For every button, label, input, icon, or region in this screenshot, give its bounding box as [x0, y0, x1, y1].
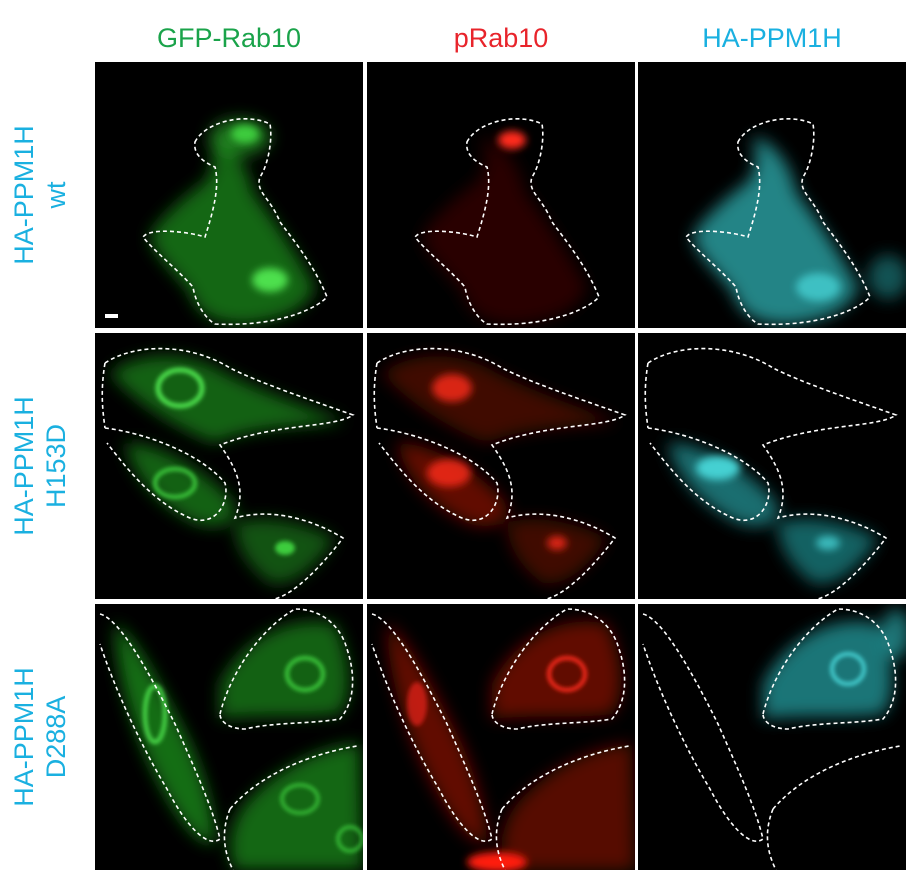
- micrograph-wt-ha-ppm1h: [638, 62, 906, 328]
- row-header-line2: wt: [41, 181, 71, 209]
- micrograph-d288a-prab10: [367, 604, 635, 870]
- row-header-line2: D288A: [41, 695, 71, 779]
- column-header-ha-ppm1h: HA-PPM1H: [702, 23, 842, 53]
- micrograph-d288a-gfp-rab10: [95, 604, 363, 870]
- micrograph-h153d-ha-ppm1h: [638, 333, 906, 599]
- micrograph-wt-gfp-rab10: [95, 62, 363, 328]
- row-header-h153d: HA-PPM1H H153D: [0, 333, 80, 599]
- row-header-d288a: HA-PPM1H D288A: [0, 604, 80, 870]
- row-header-wt: HA-PPM1H wt: [0, 62, 80, 328]
- micrograph-d288a-ha-ppm1h: [638, 604, 906, 870]
- row-header-line2: H153D: [41, 423, 71, 509]
- micrograph-h153d-prab10: [367, 333, 635, 599]
- micrograph-wt-prab10: [367, 62, 635, 328]
- row-header-line1: HA-PPM1H: [9, 125, 39, 265]
- row-header-line1: HA-PPM1H: [9, 667, 39, 807]
- column-header-gfp-rab10: GFP-Rab10: [156, 23, 302, 53]
- column-header-prab10: pRab10: [453, 23, 549, 53]
- micrograph-h153d-gfp-rab10: [95, 333, 363, 599]
- row-header-line1: HA-PPM1H: [9, 396, 39, 536]
